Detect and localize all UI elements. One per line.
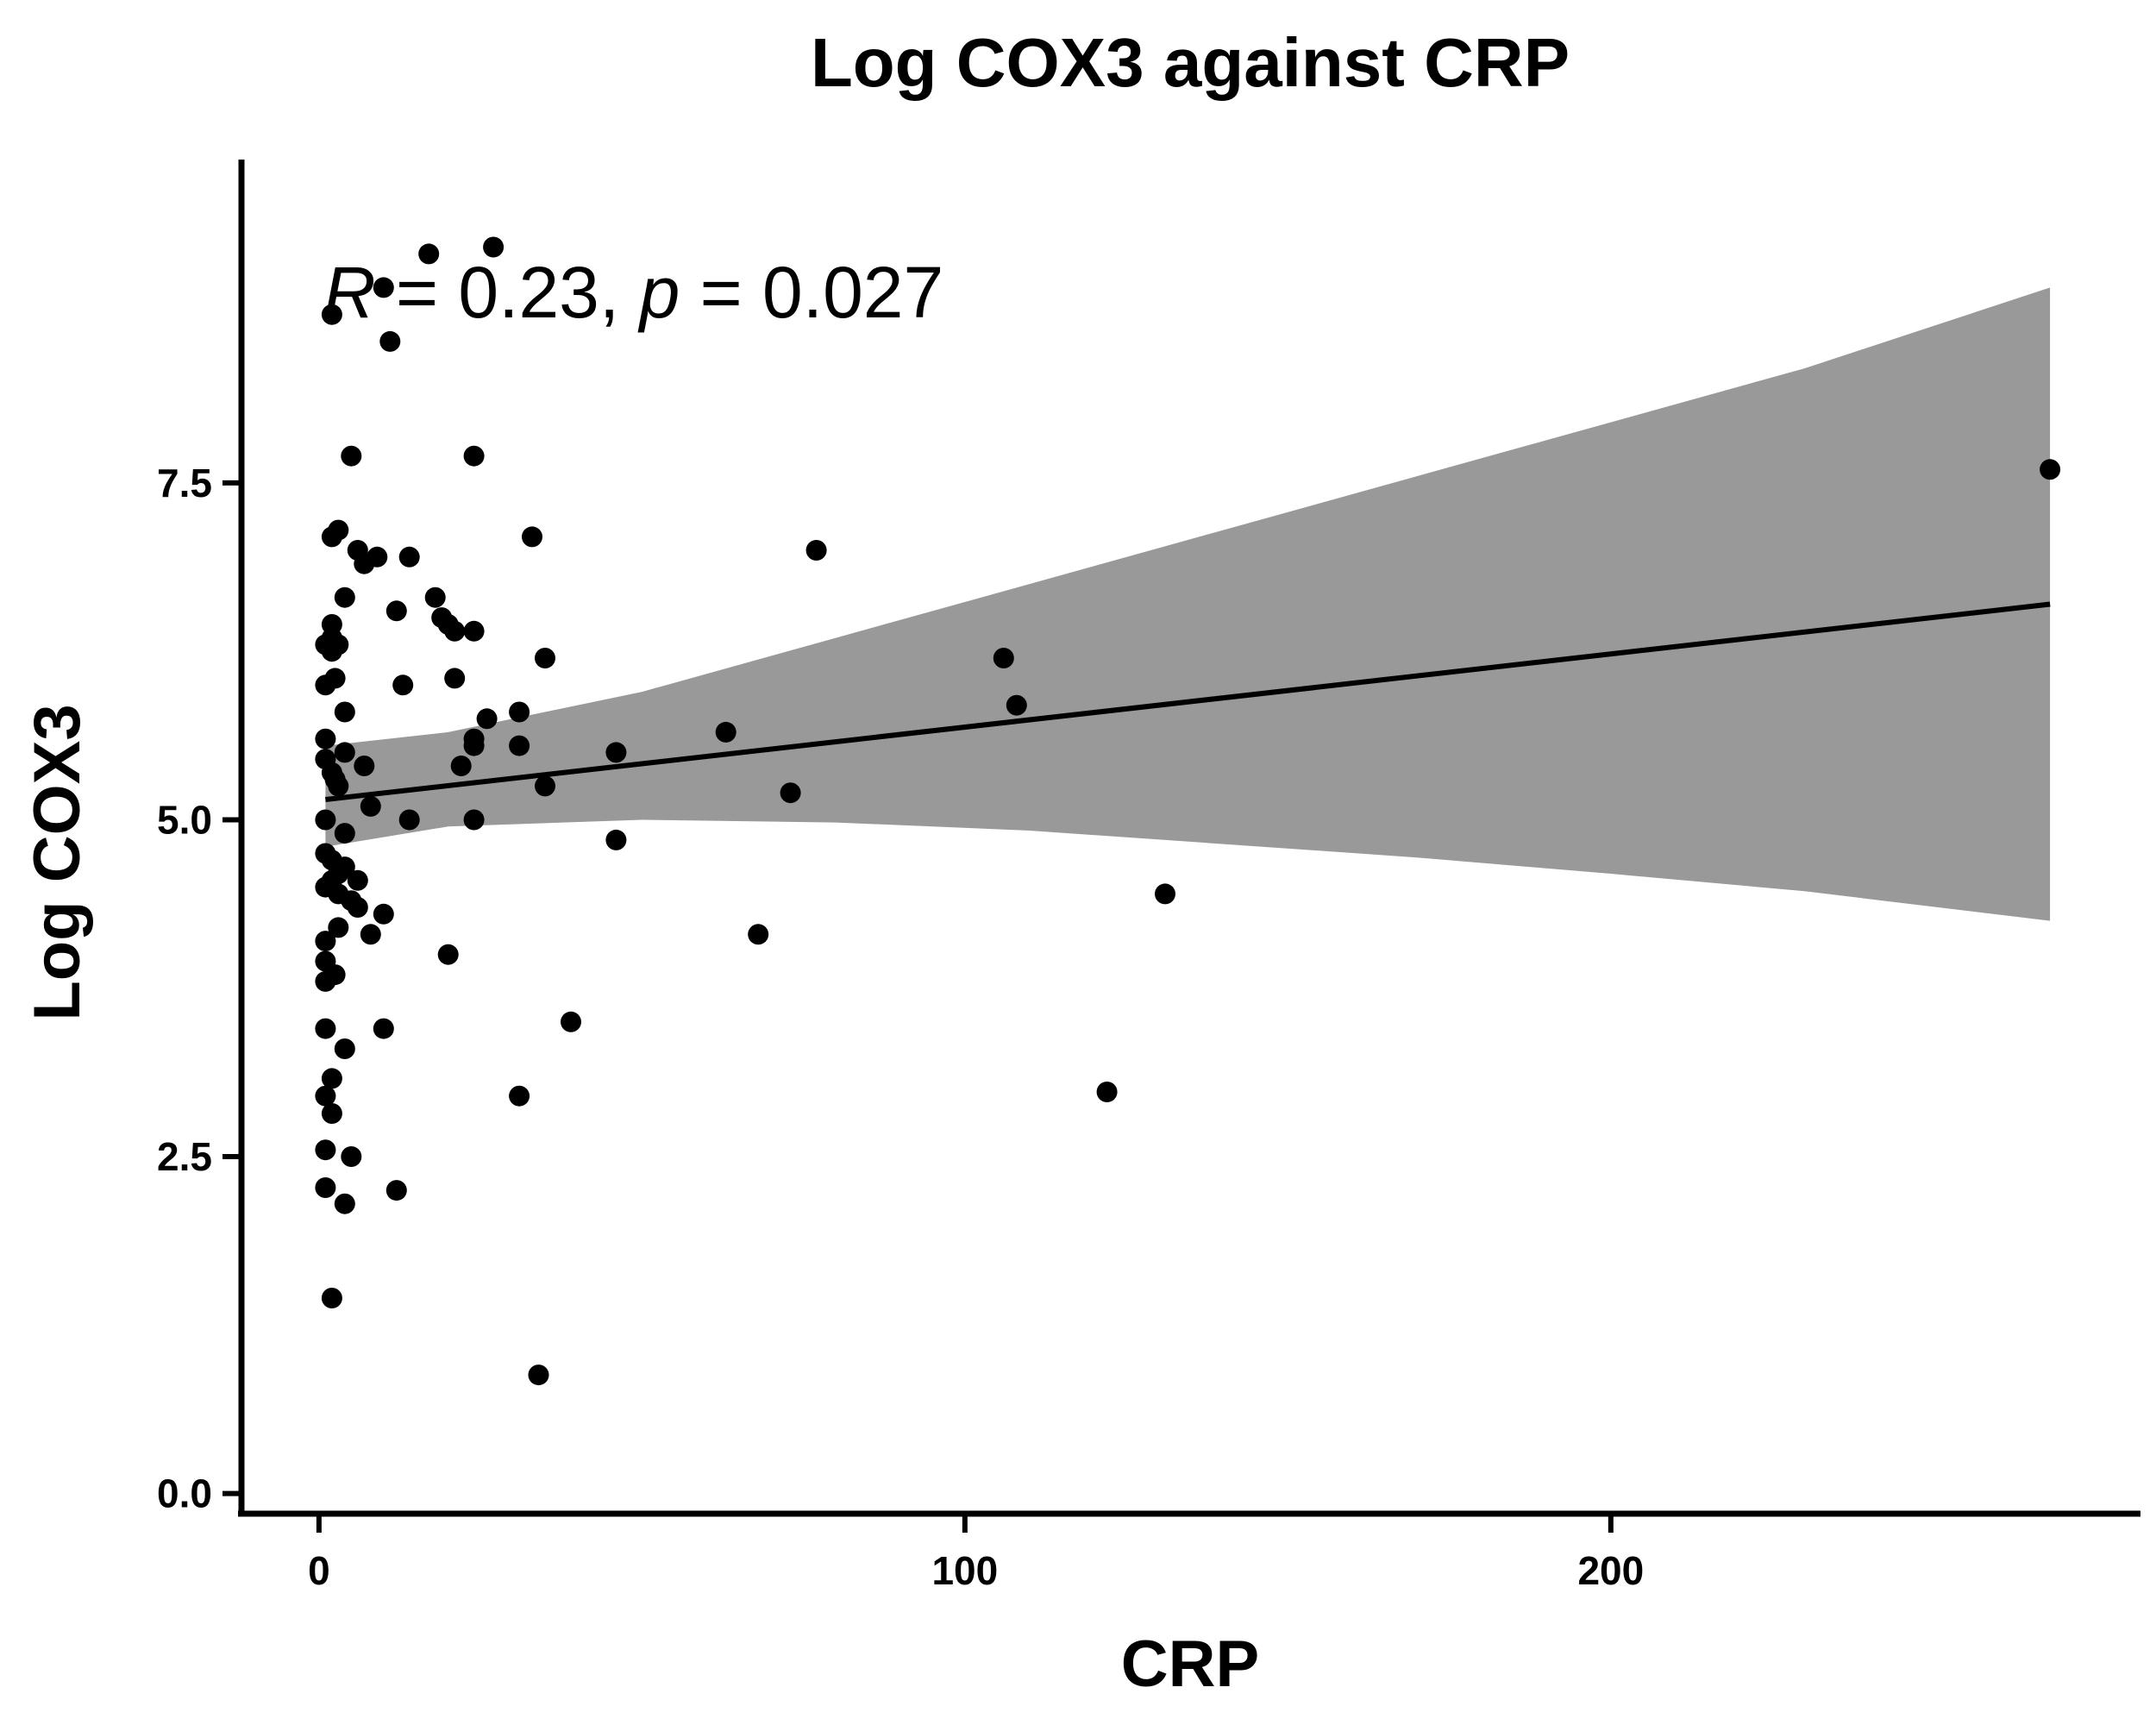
data-point <box>535 775 555 797</box>
data-point <box>1155 883 1175 905</box>
data-point <box>334 742 355 763</box>
data-point <box>522 526 542 548</box>
data-point <box>321 1103 342 1124</box>
data-point <box>385 1180 407 1201</box>
data-point <box>444 620 466 642</box>
p-value: = 0.027 <box>680 252 943 333</box>
data-point <box>315 931 336 952</box>
r-symbol: R <box>323 252 376 333</box>
data-point <box>993 648 1014 668</box>
plot-area <box>315 236 2061 1386</box>
data-point <box>328 775 349 797</box>
data-point <box>392 674 414 696</box>
data-point <box>367 546 388 568</box>
x-axis-title: CRP <box>1121 1628 1259 1701</box>
data-point <box>373 1018 394 1039</box>
data-point <box>341 445 362 467</box>
data-point <box>315 1085 336 1107</box>
x-tick-label: 100 <box>931 1548 998 1593</box>
data-point <box>805 540 827 561</box>
data-point <box>780 782 801 804</box>
data-point <box>444 668 466 689</box>
data-point <box>509 701 530 723</box>
data-point <box>328 519 349 541</box>
data-point <box>476 708 498 730</box>
data-point <box>347 869 368 891</box>
data-point <box>748 924 769 945</box>
data-point <box>315 1139 336 1161</box>
data-point <box>379 330 401 352</box>
data-point <box>509 735 530 756</box>
data-point <box>385 600 407 622</box>
data-point <box>1006 694 1027 716</box>
data-point <box>360 795 381 817</box>
y-axis-title: Log COX3 <box>21 704 94 1020</box>
data-point <box>398 809 420 831</box>
y-axis-ticks: 0.0 2.5 5.0 7.5 <box>157 461 241 1516</box>
data-point <box>373 277 394 298</box>
data-point <box>463 620 485 642</box>
data-point <box>334 586 355 608</box>
data-point <box>315 809 336 831</box>
data-point <box>528 1364 549 1386</box>
data-point <box>561 1011 581 1032</box>
data-point <box>328 634 349 656</box>
data-point <box>605 829 627 850</box>
data-point <box>334 1193 355 1214</box>
data-point <box>463 809 485 831</box>
data-point <box>2040 459 2061 480</box>
data-point <box>334 856 355 878</box>
regression-line <box>325 601 2051 803</box>
x-tick-label: 0 <box>308 1548 330 1593</box>
data-point <box>715 721 736 743</box>
x-tick-label: 200 <box>1577 1548 1644 1593</box>
data-point <box>437 944 459 965</box>
data-point <box>450 756 472 776</box>
data-point <box>321 304 342 325</box>
p-symbol: p <box>637 252 680 333</box>
y-tick-label: 5.0 <box>157 797 212 842</box>
data-point <box>334 701 355 723</box>
data-point <box>324 964 346 986</box>
data-point <box>483 236 505 258</box>
data-point <box>535 648 555 668</box>
data-point <box>1096 1082 1118 1102</box>
y-tick-label: 7.5 <box>157 461 212 505</box>
x-axis-ticks: 0 100 200 <box>308 1514 1644 1593</box>
data-point <box>354 756 375 776</box>
data-points <box>315 236 2061 1386</box>
data-point <box>315 728 336 750</box>
data-point <box>328 917 349 938</box>
data-point <box>334 823 355 844</box>
data-point <box>463 445 485 467</box>
data-point <box>418 243 440 265</box>
data-point <box>324 668 346 689</box>
data-point <box>360 924 381 945</box>
confidence-band <box>325 287 2051 921</box>
data-point <box>315 1177 336 1198</box>
y-tick-label: 0.0 <box>157 1471 212 1516</box>
data-point <box>341 1146 362 1167</box>
data-point <box>424 586 446 608</box>
correlation-annotation: R = 0.23, p = 0.027 <box>323 252 943 333</box>
data-point <box>463 735 485 756</box>
data-point <box>509 1085 530 1107</box>
chart-title: Log COX3 against CRP <box>811 24 1570 101</box>
y-tick-label: 2.5 <box>157 1134 212 1179</box>
data-point <box>373 903 394 925</box>
data-point <box>398 546 420 568</box>
data-point <box>605 742 627 763</box>
data-point <box>347 897 368 918</box>
r-value: = 0.23, <box>376 252 640 333</box>
data-point <box>321 1288 342 1308</box>
data-point <box>321 1068 342 1089</box>
data-point <box>315 1018 336 1039</box>
data-point <box>334 1038 355 1059</box>
